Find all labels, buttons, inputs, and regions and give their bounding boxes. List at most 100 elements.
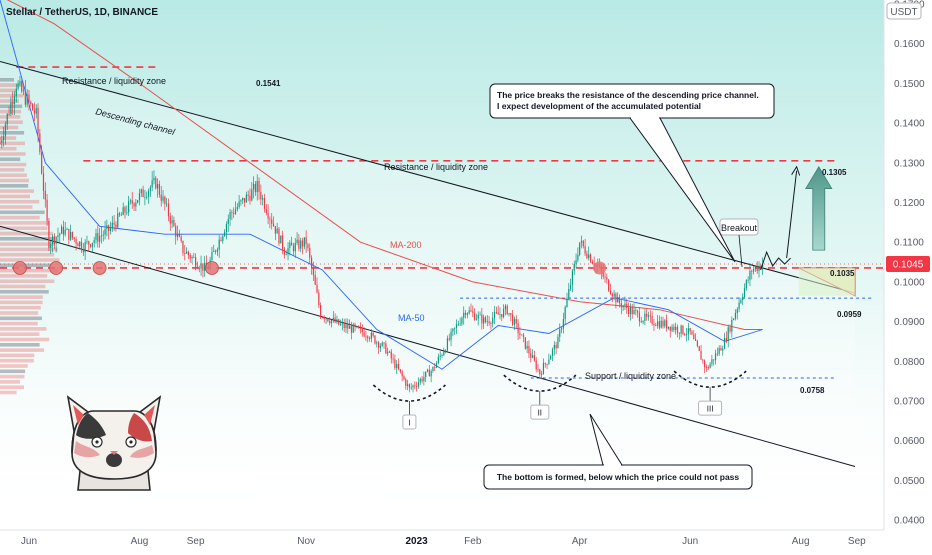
candle <box>470 303 472 313</box>
symbol-title[interactable]: Stellar / TetherUS, 1D, BINANCE <box>6 7 158 18</box>
candle <box>446 335 449 352</box>
candle <box>586 250 588 260</box>
candle-body <box>430 370 432 377</box>
candle-body <box>474 312 476 320</box>
candle-body <box>213 250 215 252</box>
channel-upper-line[interactable] <box>0 61 856 294</box>
candle <box>620 297 622 315</box>
candle-body <box>555 344 557 349</box>
candle-body <box>419 378 421 383</box>
candle-body <box>225 224 228 233</box>
candle <box>464 309 467 319</box>
candle-body <box>742 296 744 301</box>
candle-body <box>42 173 45 191</box>
candle <box>28 89 30 111</box>
candle-body <box>397 363 400 370</box>
ma200-line[interactable] <box>0 0 763 330</box>
candle <box>580 235 583 249</box>
candle-body <box>408 384 410 388</box>
candle <box>410 382 412 390</box>
bottom-note[interactable]: The bottom is formed, below which the pr… <box>483 413 753 490</box>
candle-body <box>452 328 454 332</box>
candle-body <box>722 348 724 351</box>
candle-body <box>271 219 273 224</box>
currency-label: USDT <box>890 7 917 18</box>
candle-body <box>124 207 126 213</box>
candle <box>280 235 282 244</box>
candle-body <box>133 203 135 207</box>
candle-body <box>734 312 737 319</box>
volume-profile-bar <box>0 311 39 315</box>
candle <box>700 345 702 360</box>
candle <box>568 282 570 300</box>
candle <box>314 270 316 286</box>
candle <box>627 302 630 318</box>
candle <box>220 236 222 242</box>
candle-body <box>522 334 525 338</box>
candle-body <box>86 241 88 243</box>
candle <box>557 333 559 349</box>
breakout-note[interactable]: The price breaks the resistance of the d… <box>489 83 775 263</box>
candle <box>740 297 742 305</box>
channel-lower-line[interactable] <box>0 225 856 467</box>
candle-body <box>481 314 483 324</box>
candle <box>546 363 548 370</box>
candle-body <box>39 133 41 153</box>
candle-body <box>383 342 385 344</box>
candle-body <box>274 226 276 234</box>
candle <box>714 349 717 365</box>
candle-body <box>676 326 679 333</box>
candle-body <box>26 94 28 105</box>
breakout-callout[interactable]: Breakout <box>719 218 759 236</box>
candle-body <box>320 305 322 318</box>
candle-body <box>28 94 30 102</box>
candle <box>673 323 675 333</box>
candle <box>562 312 564 334</box>
candle <box>55 236 57 253</box>
candle <box>310 255 313 275</box>
candle <box>439 351 441 361</box>
candle <box>234 201 237 215</box>
candle-body <box>296 239 298 244</box>
candle-body <box>300 240 302 249</box>
candle-body <box>477 314 479 319</box>
cat-mascot-image <box>66 395 162 491</box>
candle <box>533 350 535 362</box>
candle <box>428 364 430 377</box>
candle <box>82 243 84 256</box>
candle-body <box>73 237 75 240</box>
candle <box>347 318 349 334</box>
candle <box>167 198 170 222</box>
candle-body <box>254 183 257 193</box>
y-tick-label: 0.1100 <box>894 238 924 249</box>
candle-body <box>8 113 10 115</box>
candle-body <box>548 359 550 364</box>
y-tick-label: 0.0500 <box>894 476 925 487</box>
candle-body <box>664 320 666 327</box>
currency-badge[interactable] <box>886 2 922 20</box>
time-axis[interactable] <box>0 530 932 550</box>
volume-profile-bar <box>0 374 25 379</box>
candle-body <box>122 207 124 215</box>
candle-body <box>501 314 503 318</box>
candle <box>383 342 385 349</box>
candle-body <box>173 220 175 227</box>
candle <box>291 236 293 246</box>
candle-body <box>102 234 104 236</box>
candle-body <box>222 235 224 241</box>
candle-body <box>187 251 189 256</box>
candle <box>698 345 700 351</box>
candle <box>522 332 525 343</box>
candle-body <box>736 309 738 313</box>
candle <box>481 308 483 330</box>
candle-body <box>450 331 452 340</box>
candle <box>68 228 70 245</box>
candle <box>178 229 180 238</box>
candle-body <box>272 223 275 227</box>
y-tick-label: 0.0700 <box>894 396 925 407</box>
volume-profile-bar <box>0 305 41 310</box>
candle-body <box>475 318 478 320</box>
candle <box>499 307 501 320</box>
candle <box>358 325 360 329</box>
